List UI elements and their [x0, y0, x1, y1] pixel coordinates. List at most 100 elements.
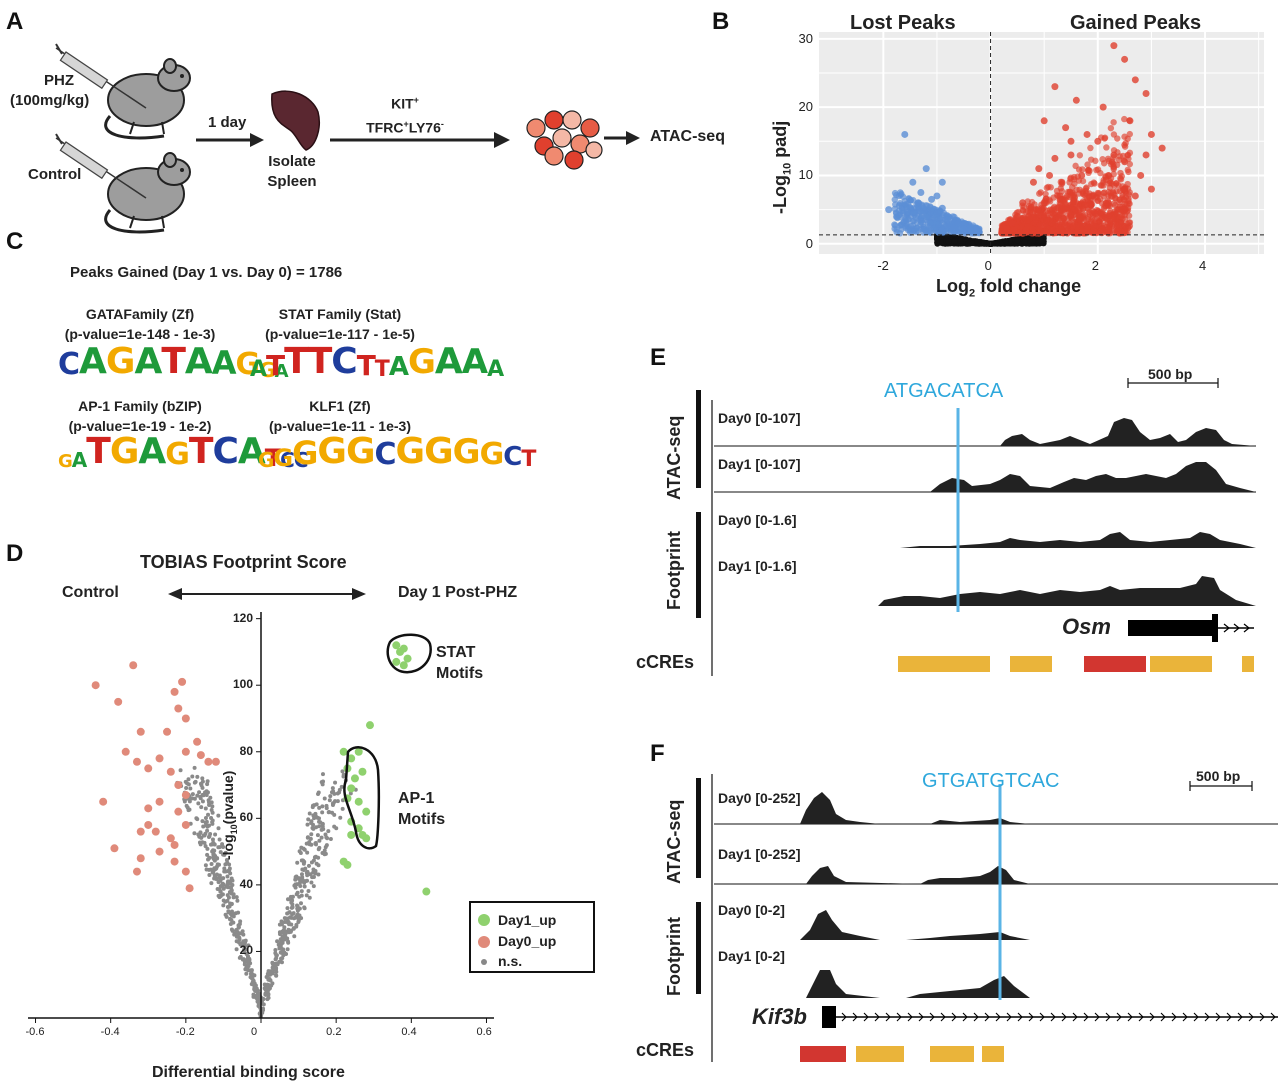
- data-point: [934, 237, 941, 244]
- data-point: [1014, 237, 1021, 244]
- data-point: [1011, 230, 1019, 237]
- motif-pvalue: (p-value=1e-19 - 1e-2): [68, 418, 212, 434]
- track-label: Day1 [0-252]: [718, 846, 801, 862]
- data-point: [1015, 238, 1022, 245]
- data-point: [953, 239, 960, 246]
- data-point: [307, 811, 312, 816]
- data-point: [902, 203, 910, 211]
- data-point: [1019, 227, 1026, 235]
- data-point: [1027, 234, 1034, 241]
- data-point: [951, 222, 958, 230]
- data-point: [281, 947, 286, 952]
- data-point: [190, 796, 195, 801]
- data-point: [266, 992, 271, 997]
- data-point: [979, 239, 986, 246]
- data-point: [1012, 226, 1019, 233]
- data-point: [1001, 239, 1008, 246]
- data-point: [919, 207, 927, 214]
- data-point: [1018, 237, 1025, 244]
- data-point: [947, 237, 954, 244]
- data-point: [925, 227, 933, 235]
- data-point: [1021, 226, 1028, 233]
- data-point: [1046, 228, 1053, 236]
- data-point: [1034, 235, 1041, 242]
- data-point: [913, 201, 920, 208]
- data-point: [999, 228, 1006, 236]
- data-point: [959, 236, 966, 243]
- data-point: [321, 827, 326, 832]
- data-point: [294, 924, 299, 929]
- data-point: [182, 797, 187, 802]
- data-point: [1009, 239, 1016, 246]
- gained-peak-point: [1067, 151, 1075, 159]
- data-point: [228, 911, 233, 916]
- day0-up-point: [166, 767, 175, 776]
- data-point: [1114, 221, 1121, 228]
- data-point: [1082, 225, 1089, 233]
- data-point: [947, 240, 954, 247]
- strand-arrow: [1127, 1012, 1133, 1022]
- data-point: [1078, 214, 1085, 222]
- data-point: [1124, 151, 1132, 159]
- data-point: [1119, 185, 1127, 193]
- data-point: [227, 862, 232, 867]
- data-point: [1075, 190, 1083, 197]
- data-point: [230, 928, 235, 933]
- data-point: [199, 835, 204, 840]
- data-point: [211, 852, 216, 857]
- motif-summary-title: Peaks Gained (Day 1 vs. Day 0) = 1786: [70, 264, 343, 281]
- data-point: [1038, 234, 1045, 241]
- data-point: [910, 197, 917, 204]
- data-point: [1124, 206, 1132, 214]
- data-point: [200, 785, 205, 790]
- data-point: [940, 227, 947, 234]
- data-point: [977, 239, 984, 246]
- day1-up-point: [399, 661, 408, 670]
- gained-peak-point: [1051, 154, 1059, 162]
- data-point: [960, 236, 967, 243]
- data-point: [315, 833, 320, 838]
- data-point: [1001, 239, 1008, 246]
- data-point: [942, 236, 949, 243]
- data-point: [1120, 229, 1128, 237]
- data-point: [979, 240, 986, 247]
- data-point: [974, 240, 981, 247]
- panel-letter-b: B: [712, 8, 730, 35]
- data-point: [997, 239, 1004, 246]
- data-point: [1019, 230, 1027, 237]
- data-point: [935, 229, 942, 236]
- data-point: [1005, 222, 1013, 230]
- data-point: [268, 972, 273, 977]
- data-point: [1117, 214, 1125, 221]
- data-point: [1006, 221, 1013, 228]
- data-point: [1036, 240, 1043, 247]
- data-point: [1090, 191, 1097, 198]
- day0-up-point: [155, 797, 164, 806]
- data-point: [1094, 197, 1102, 205]
- data-point: [1088, 216, 1095, 223]
- data-point: [1124, 152, 1131, 159]
- data-point: [1094, 166, 1102, 173]
- data-point: [1073, 219, 1080, 227]
- data-point: [980, 240, 987, 247]
- data-point: [920, 229, 927, 236]
- gained-peak-point: [1121, 55, 1129, 63]
- data-point: [1023, 224, 1031, 231]
- data-point: [1009, 238, 1016, 245]
- data-point: [947, 237, 954, 244]
- data-point: [906, 226, 914, 234]
- data-point: [1037, 238, 1044, 245]
- gained-peak-point: [1158, 144, 1166, 152]
- data-point: [940, 234, 947, 241]
- data-point: [1028, 221, 1035, 228]
- data-point: [955, 228, 963, 235]
- data-point: [1002, 239, 1009, 246]
- data-point: [1028, 235, 1035, 242]
- data-point: [1095, 224, 1102, 231]
- data-point: [1004, 239, 1011, 246]
- data-point: [300, 858, 305, 863]
- data-point: [1113, 222, 1121, 230]
- data-point: [1005, 222, 1012, 230]
- data-point: [250, 976, 255, 981]
- data-point: [1040, 227, 1047, 235]
